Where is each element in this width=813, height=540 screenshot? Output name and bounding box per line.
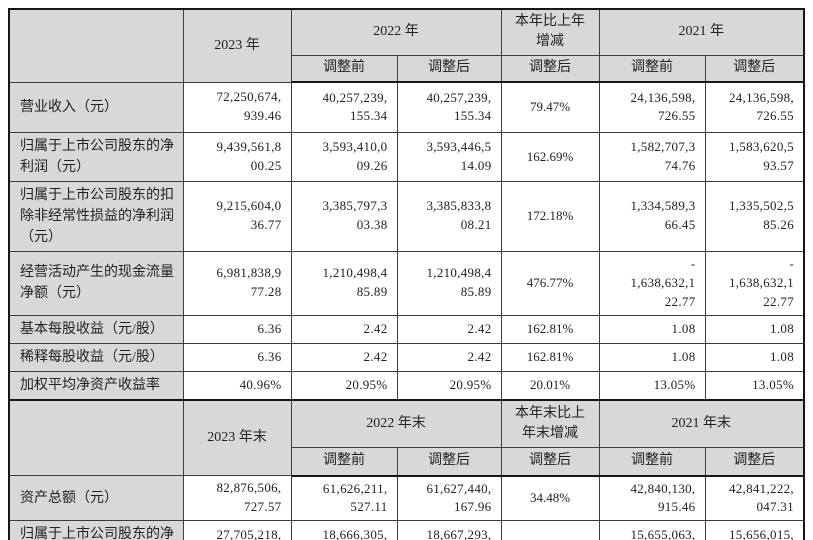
row-label: 归属于上市公司股东的扣除非经常性损益的净利润（元） — [8, 180, 184, 252]
s2-header-2021-end: 2021 年末 — [598, 399, 805, 449]
cell-change: 20.01% — [500, 370, 600, 401]
cell-change: 34.48% — [500, 475, 600, 522]
table-row-net-profit-excl-nonrecurring: 归属于上市公司股东的扣除非经常性损益的净利润（元） 9,215,604,0 36… — [8, 180, 805, 252]
cell-value: 6,981,838,9 77.28 — [182, 250, 292, 316]
s2-header-row-adjustments: 调整前 调整后 调整后 调整前 调整后 — [9, 447, 805, 477]
s1-corner-blank-cell — [8, 8, 184, 83]
table-row-basic-eps: 基本每股收益（元/股） 6.36 2.42 2.42 162.81% 1.08 … — [8, 314, 805, 344]
table-row-net-profit: 归属于上市公司股东的净利润（元） 9,439,561,8 00.25 3,593… — [8, 131, 805, 182]
cell-value: 13.05% — [598, 370, 706, 401]
s2-header-2022-end: 2022 年末 — [290, 399, 502, 449]
s1-header-2023: 2023 年 — [182, 8, 292, 83]
cell-change: 162.81% — [500, 342, 600, 372]
s2-header-2023-end: 2023 年末 — [182, 399, 292, 477]
cell-value: 42,841,222, 047.31 — [704, 475, 805, 522]
cell-value: 1,210,498,4 85.89 — [396, 250, 502, 316]
table-row-weighted-avg-roe: 加权平均净资产收益率 40.96% 20.95% 20.95% 20.01% 1… — [8, 370, 805, 401]
cell-value: 18,666,305, 389.67 — [290, 520, 398, 540]
table-row-total-assets: 资产总额（元） 82,876,506, 727.57 61,626,211, 5… — [8, 475, 805, 522]
s1-subheader-2021-after: 调整后 — [704, 54, 805, 84]
cell-value: 24,136,598, 726.55 — [598, 81, 706, 133]
cell-value: 27,705,218, 364.40 — [182, 520, 292, 540]
row-label: 基本每股收益（元/股） — [8, 314, 184, 344]
s2-subheader-change-after: 调整后 — [500, 447, 600, 477]
cell-value: 1.08 — [704, 314, 805, 344]
s1-subheader-2022-before: 调整前 — [290, 54, 398, 84]
row-label: 营业收入（元） — [8, 81, 184, 133]
table-row-diluted-eps: 稀释每股收益（元/股） 6.36 2.42 2.42 162.81% 1.08 … — [8, 342, 805, 372]
row-label: 加权平均净资产收益率 — [8, 370, 184, 401]
s1-subheader-2022-after: 调整后 — [396, 54, 502, 84]
cell-change: 48.42% — [500, 520, 600, 540]
s1-subheader-2021-before: 调整前 — [598, 54, 706, 84]
cell-value: 15,655,063, 485.71 — [598, 520, 706, 540]
cell-value: 1,210,498,4 85.89 — [290, 250, 398, 316]
table-row-operating-cash-flow: 经营活动产生的现金流量净额（元） 6,981,838,9 77.28 1,210… — [8, 250, 805, 316]
cell-value: 13.05% — [704, 370, 805, 401]
s1-header-2022: 2022 年 — [290, 8, 502, 56]
s2-subheader-2022-after: 调整后 — [396, 447, 502, 477]
cell-value: 1.08 — [598, 342, 706, 372]
s2-subheader-2021-after: 调整后 — [704, 447, 805, 477]
cell-value: 2.42 — [290, 342, 398, 372]
cell-value: 82,876,506, 727.57 — [182, 475, 292, 522]
cell-value: 20.95% — [396, 370, 502, 401]
row-label: 归属于上市公司股东的净资产（元） — [8, 520, 184, 540]
cell-value: - 1,638,632,1 22.77 — [704, 250, 805, 316]
table-row-revenue: 营业收入（元） 72,250,674, 939.46 40,257,239, 1… — [8, 81, 805, 133]
cell-change: 172.18% — [500, 180, 600, 252]
cell-value: 24,136,598, 726.55 — [704, 81, 805, 133]
cell-value: 2.42 — [396, 314, 502, 344]
s1-header-2021: 2021 年 — [598, 8, 805, 56]
cell-value: 1.08 — [704, 342, 805, 372]
cell-value: 1,583,620,5 93.57 — [704, 131, 805, 182]
cell-value: 3,385,797,3 03.38 — [290, 180, 398, 252]
cell-value: 2.42 — [396, 342, 502, 372]
cell-value: - 1,638,632,1 22.77 — [598, 250, 706, 316]
cell-value: 1,335,502,5 85.26 — [704, 180, 805, 252]
row-label: 资产总额（元） — [8, 475, 184, 522]
s1-header-row-years: 2023 年 2022 年 本年比上年 增减 2021 年 — [8, 8, 805, 83]
cell-value: 3,593,410,0 09.26 — [290, 131, 398, 182]
cell-change: 476.77% — [500, 250, 600, 316]
cell-value: 40,257,239, 155.34 — [290, 81, 398, 133]
cell-change: 162.69% — [500, 131, 600, 182]
cell-value: 72,250,674, 939.46 — [182, 81, 292, 133]
cell-value: 2.42 — [290, 314, 398, 344]
cell-value: 18,667,293, 759.12 — [396, 520, 502, 540]
s2-header-change: 本年末比上 年末增减 — [500, 399, 600, 449]
cell-value: 6.36 — [182, 314, 292, 344]
cell-value: 40,257,239, 155.34 — [396, 81, 502, 133]
cell-value: 20.95% — [290, 370, 398, 401]
key-financials-table: 2023 年 2022 年 本年比上年 增减 2021 年 调整前 调整后 调整… — [8, 8, 805, 540]
cell-value: 61,626,211, 527.11 — [290, 475, 398, 522]
cell-value: 61,627,440, 167.96 — [396, 475, 502, 522]
row-label: 归属于上市公司股东的净利润（元） — [8, 131, 184, 182]
cell-value: 9,439,561,8 00.25 — [182, 131, 292, 182]
s1-subheader-change-after: 调整后 — [500, 54, 600, 84]
s2-corner-blank-cell — [8, 399, 184, 477]
cell-value: 6.36 — [182, 342, 292, 372]
s1-header-row-adjustments: 调整前 调整后 调整后 调整前 调整后 — [9, 54, 805, 84]
cell-value: 15,656,015, 350.33 — [704, 520, 805, 540]
cell-value: 1,582,707,3 74.76 — [598, 131, 706, 182]
cell-value: 3,593,446,5 14.09 — [396, 131, 502, 182]
table-row-net-assets: 归属于上市公司股东的净资产（元） 27,705,218, 364.40 18,6… — [8, 520, 805, 540]
s2-subheader-2022-before: 调整前 — [290, 447, 398, 477]
s2-header-row-years: 2023 年末 2022 年末 本年末比上 年末增减 2021 年末 — [8, 399, 805, 477]
cell-value: 1,334,589,3 66.45 — [598, 180, 706, 252]
cell-change: 162.81% — [500, 314, 600, 344]
cell-value: 3,385,833,8 08.21 — [396, 180, 502, 252]
cell-change: 79.47% — [500, 81, 600, 133]
s2-subheader-2021-before: 调整前 — [598, 447, 706, 477]
cell-value: 1.08 — [598, 314, 706, 344]
row-label: 经营活动产生的现金流量净额（元） — [8, 250, 184, 316]
s1-header-change: 本年比上年 增减 — [500, 8, 600, 56]
cell-value: 40.96% — [182, 370, 292, 401]
cell-value: 9,215,604,0 36.77 — [182, 180, 292, 252]
row-label: 稀释每股收益（元/股） — [8, 342, 184, 372]
cell-value: 42,840,130, 915.46 — [598, 475, 706, 522]
